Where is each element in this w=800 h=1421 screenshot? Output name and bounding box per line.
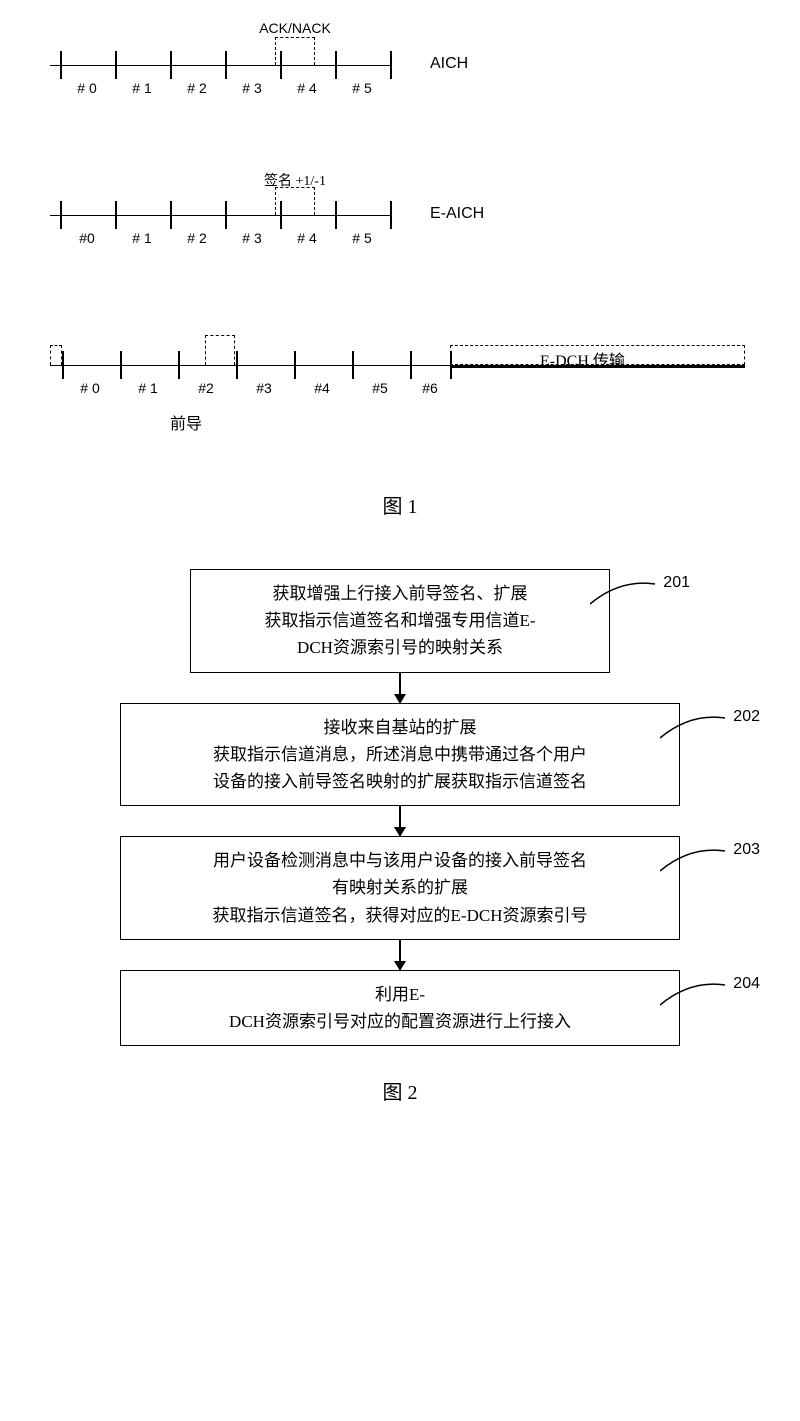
e-aich-label: E-AICH xyxy=(430,205,484,223)
step-number-202: 202 xyxy=(733,708,760,726)
flow-step-201: 获取增强上行接入前导签名、扩展 获取指示信道签名和增强专用信道E- DCH资源索… xyxy=(90,569,710,673)
aich-timeline xyxy=(50,65,390,66)
preamble-label: 前导 xyxy=(170,410,202,434)
e-aich-timeline xyxy=(50,215,390,216)
curve-201 xyxy=(590,579,660,609)
e-dch-diagram: # 0 # 1 #2 #3 #4 #5 #6 E-DCH 传输 前导 xyxy=(50,330,750,410)
start-box xyxy=(50,345,62,365)
figure-2-label: 图 2 xyxy=(50,1076,750,1105)
arrow-3 xyxy=(399,940,401,970)
flowchart: 获取增强上行接入前导签名、扩展 获取指示信道签名和增强专用信道E- DCH资源索… xyxy=(50,569,750,1046)
flow-step-204: 利用E- DCH资源索引号对应的配置资源进行上行接入 204 xyxy=(90,970,710,1046)
step-number-201: 201 xyxy=(663,574,690,592)
figure-1-label: 图 1 xyxy=(50,490,750,519)
step-number-204: 204 xyxy=(733,975,760,993)
arrow-1 xyxy=(399,673,401,703)
step-number-203: 203 xyxy=(733,841,760,859)
preamble-box xyxy=(205,335,235,365)
edch-label: E-DCH 传输 xyxy=(540,347,625,371)
ack-nack-label: ACK/NACK xyxy=(259,20,331,36)
figure-1: ACK/NACK # 0 # 1 # 2 # 3 # 4 # 5 AICH 签名… xyxy=(50,30,750,519)
aich-diagram: ACK/NACK # 0 # 1 # 2 # 3 # 4 # 5 AICH xyxy=(50,30,750,110)
edch-timeline xyxy=(50,365,450,366)
curve-204 xyxy=(660,980,730,1010)
flow-step-203: 用户设备检测消息中与该用户设备的接入前导签名 有映射关系的扩展 获取指示信道签名… xyxy=(90,836,710,940)
curve-202 xyxy=(660,713,730,743)
aich-label: AICH xyxy=(430,55,468,73)
flow-step-202: 接收来自基站的扩展 获取指示信道消息，所述消息中携带通过各个用户 设备的接入前导… xyxy=(90,703,710,807)
curve-203 xyxy=(660,846,730,876)
e-aich-diagram: 签名 +1/-1 #0 # 1 # 2 # 3 # 4 # 5 E-AICH xyxy=(50,180,750,260)
figure-2: 获取增强上行接入前导签名、扩展 获取指示信道签名和增强专用信道E- DCH资源索… xyxy=(50,569,750,1105)
arrow-2 xyxy=(399,806,401,836)
